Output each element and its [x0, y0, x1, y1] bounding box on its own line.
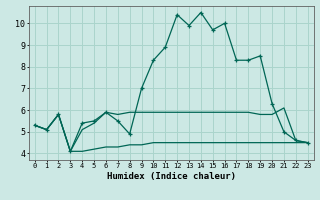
- X-axis label: Humidex (Indice chaleur): Humidex (Indice chaleur): [107, 172, 236, 181]
